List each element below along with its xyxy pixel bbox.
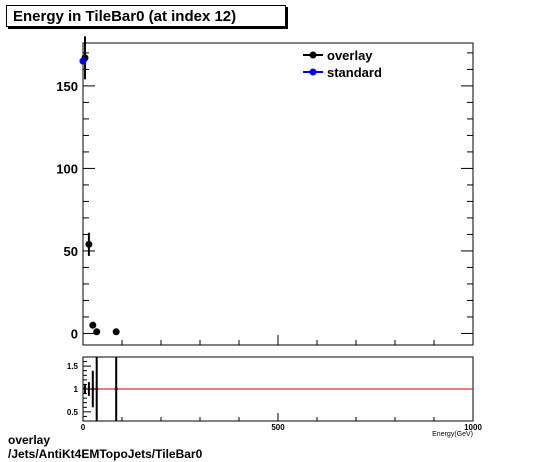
ratio-point: [95, 387, 99, 391]
ratio-point: [114, 387, 118, 391]
x-tick-label: 0: [81, 423, 86, 432]
ratio-point: [87, 387, 91, 391]
data-point-overlay: [112, 328, 120, 336]
footer-line-1: overlay: [8, 433, 51, 447]
y-tick-label: 100: [56, 161, 78, 176]
x-tick-label: 1000: [464, 423, 482, 432]
x-axis-label: Energy(GeV): [432, 431, 473, 438]
data-point-standard: [79, 57, 87, 65]
ratio-y-tick-label: 1.5: [67, 362, 79, 371]
legend-label: overlay: [327, 48, 373, 63]
data-point-overlay: [89, 321, 97, 329]
data-point-overlay: [93, 328, 101, 336]
legend-label: standard: [327, 65, 382, 80]
x-tick-label: 500: [271, 423, 285, 432]
y-tick-label: 150: [56, 79, 78, 94]
y-tick-label: 50: [64, 244, 78, 259]
y-tick-label: 0: [71, 326, 78, 341]
ratio-point: [91, 387, 95, 391]
ratio-point: [83, 387, 87, 391]
ratio-y-tick-label: 1: [74, 385, 79, 394]
legend-marker: [309, 51, 317, 59]
footer-line-2: /Jets/AntiKt4EMTopoJets/TileBar0: [8, 447, 203, 461]
chart-title: Energy in TileBar0 (at index 12): [6, 5, 286, 27]
data-point-overlay: [85, 240, 93, 248]
ratio-y-tick-label: 0.5: [67, 408, 79, 417]
main-frame: [82, 42, 474, 346]
legend-marker: [309, 68, 317, 76]
